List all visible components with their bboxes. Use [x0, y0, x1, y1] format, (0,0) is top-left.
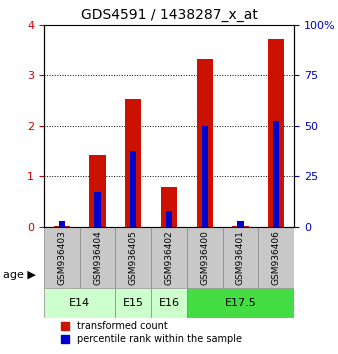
Bar — [125, 99, 141, 227]
Bar — [187, 288, 294, 318]
Text: age ▶: age ▶ — [3, 270, 36, 280]
Bar — [115, 288, 151, 318]
Text: GSM936401: GSM936401 — [236, 230, 245, 285]
Bar — [237, 222, 244, 227]
Bar — [151, 288, 187, 318]
Title: GDS4591 / 1438287_x_at: GDS4591 / 1438287_x_at — [80, 8, 258, 22]
Legend: transformed count, percentile rank within the sample: transformed count, percentile rank withi… — [61, 321, 242, 344]
Bar — [197, 59, 213, 227]
Bar — [90, 155, 105, 227]
Bar — [115, 227, 151, 288]
Bar — [44, 227, 80, 288]
Bar — [268, 39, 284, 227]
Text: E17.5: E17.5 — [224, 298, 256, 308]
Bar — [161, 187, 177, 227]
Bar — [44, 288, 115, 318]
Text: GSM936406: GSM936406 — [272, 230, 281, 285]
Bar — [130, 151, 137, 227]
Bar — [80, 227, 115, 288]
Bar — [201, 126, 208, 227]
Text: GSM936405: GSM936405 — [129, 230, 138, 285]
Bar — [273, 121, 280, 227]
Text: E14: E14 — [69, 298, 90, 308]
Bar — [54, 225, 70, 227]
Bar — [166, 211, 172, 227]
Text: GSM936400: GSM936400 — [200, 230, 209, 285]
Bar — [151, 227, 187, 288]
Text: E16: E16 — [159, 298, 179, 308]
Text: E15: E15 — [123, 298, 144, 308]
Bar — [94, 192, 101, 227]
Text: GSM936404: GSM936404 — [93, 230, 102, 285]
Text: GSM936402: GSM936402 — [165, 230, 173, 285]
Bar — [258, 227, 294, 288]
Bar — [233, 225, 248, 227]
Text: GSM936403: GSM936403 — [57, 230, 66, 285]
Bar — [223, 227, 258, 288]
Bar — [187, 227, 223, 288]
Bar — [58, 222, 65, 227]
